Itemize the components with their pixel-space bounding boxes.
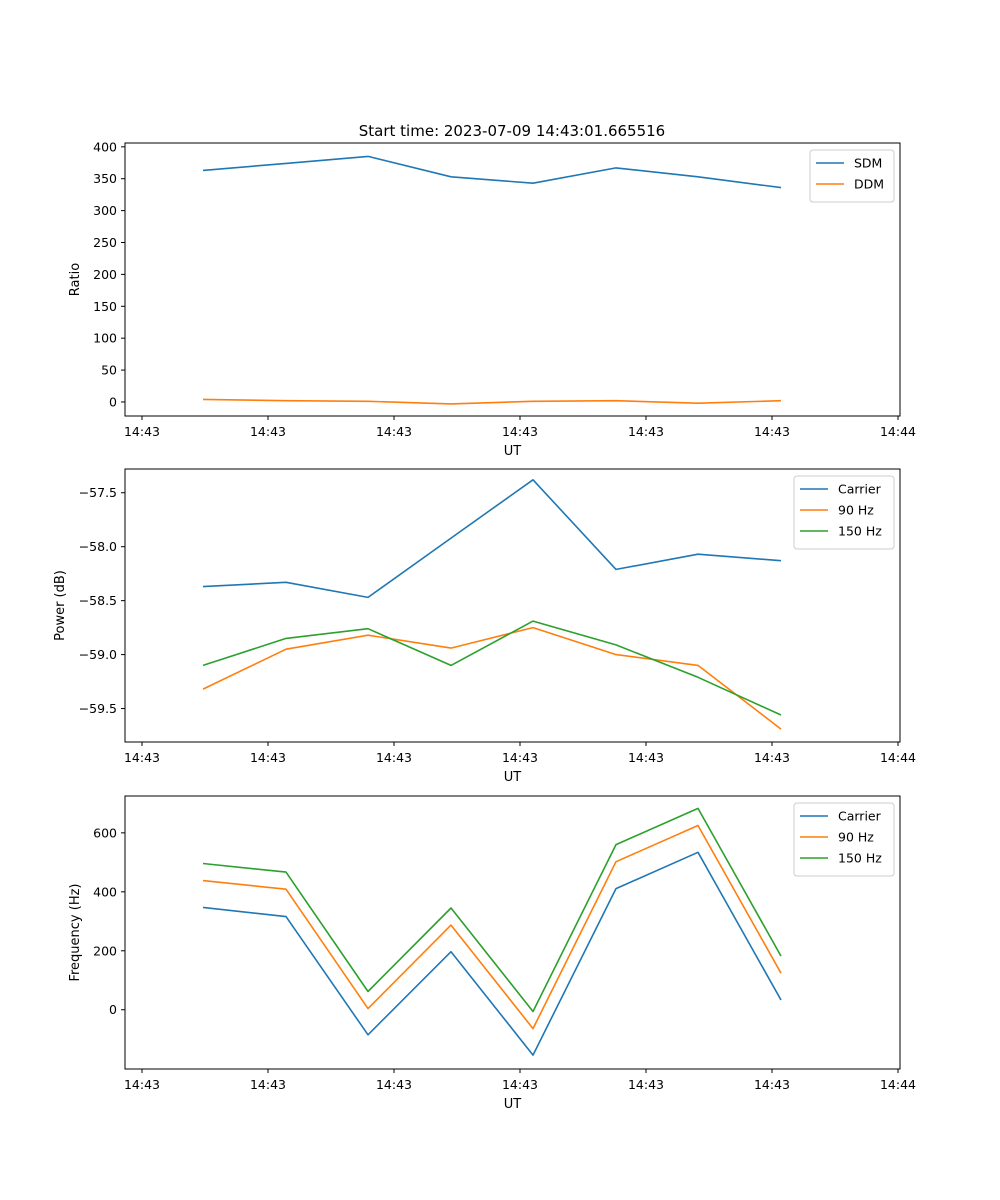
figure-title: Start time: 2023-07-09 14:43:01.665516: [359, 122, 665, 140]
y-tick-label: 0: [109, 1002, 117, 1017]
y-tick-label: 300: [93, 203, 117, 218]
y-axis-label: Frequency (Hz): [68, 883, 83, 981]
y-tick-label: 150: [93, 299, 117, 314]
chart-panel-3: 0 200 400 600 14:43 14:43 14:43 14:43 14:43 14:43…: [68, 795, 916, 1112]
x-tick-label: 14:43: [502, 750, 538, 765]
series-line-carrier: [202, 851, 782, 1056]
y-tick-label: 100: [93, 331, 117, 346]
series-line-150-hz: [202, 620, 782, 716]
x-tick-label: 14:43: [124, 1077, 160, 1092]
x-axis-label: UT: [504, 1097, 522, 1112]
chart-panel-1: 0 50 100 150 200 250 300 350 400 14:43 14:43 14:43 1…: [68, 139, 916, 459]
x-tick-label: 14:43: [250, 424, 286, 439]
x-tick-label: 14:43: [502, 424, 538, 439]
y-tick-label: −59.5: [79, 701, 117, 716]
y-axis-label: Power (dB): [53, 570, 68, 641]
x-tick-label: 14:43: [124, 424, 160, 439]
series-line-150-hz: [202, 807, 782, 1013]
legend-label: 150 Hz: [838, 524, 882, 539]
x-tick-label: 14:43: [754, 1077, 790, 1092]
x-tick-label: 14:43: [502, 1077, 538, 1092]
y-tick-label: 50: [101, 363, 117, 378]
x-tick-label: 14:43: [376, 1077, 412, 1092]
x-axis-label: UT: [504, 770, 522, 785]
legend-label: Carrier: [838, 809, 882, 824]
axes-frame: [124, 468, 901, 743]
x-tick-label: 14:43: [754, 750, 790, 765]
series-line-sdm: [202, 155, 782, 189]
y-tick-label: 400: [93, 884, 117, 899]
y-tick-label: −58.5: [79, 593, 117, 608]
series-line-90-hz: [202, 626, 782, 730]
axes-frame: [124, 142, 901, 417]
x-tick-label: 14:44: [880, 1077, 916, 1092]
y-tick-label: −58.0: [79, 539, 117, 554]
x-tick-label: 14:43: [376, 750, 412, 765]
x-tick-label: 14:43: [250, 1077, 286, 1092]
y-tick-label: 250: [93, 235, 117, 250]
y-tick-label: −59.0: [79, 647, 117, 662]
axes-frame: [124, 795, 901, 1070]
x-tick-label: 14:43: [628, 1077, 664, 1092]
series-line-ddm: [202, 398, 782, 405]
x-tick-label: 14:43: [250, 750, 286, 765]
legend-label: Carrier: [838, 482, 882, 497]
legend-label: DDM: [854, 177, 884, 192]
y-tick-label: −57.5: [79, 485, 117, 500]
legend-label: SDM: [854, 156, 882, 171]
legend-label: 150 Hz: [838, 851, 882, 866]
y-tick-label: 350: [93, 171, 117, 186]
x-tick-label: 14:43: [754, 424, 790, 439]
x-tick-label: 14:44: [880, 424, 916, 439]
y-tick-label: 400: [93, 139, 117, 154]
x-tick-label: 14:43: [628, 424, 664, 439]
chart-panels: 0 50 100 150 200 250 300 350 400 14:43 14:43 14:43 1…: [53, 139, 916, 1112]
y-tick-label: 0: [109, 394, 117, 409]
y-axis-label: Ratio: [68, 263, 83, 296]
x-tick-label: 14:43: [628, 750, 664, 765]
x-tick-label: 14:43: [376, 424, 412, 439]
series-line-90-hz: [202, 824, 782, 1030]
y-tick-label: 200: [93, 267, 117, 282]
series-line-carrier: [202, 478, 782, 599]
x-tick-label: 14:43: [124, 750, 160, 765]
y-tick-label: 200: [93, 943, 117, 958]
legend-label: 90 Hz: [838, 830, 874, 845]
y-tick-label: 600: [93, 825, 117, 840]
x-axis-label: UT: [504, 444, 522, 459]
x-tick-label: 14:44: [880, 750, 916, 765]
legend-label: 90 Hz: [838, 503, 874, 518]
chart-panel-2: −59.5 −59.0 −58.5 −58.0 −57.5 14:43 14:43 14:43…: [53, 468, 916, 785]
